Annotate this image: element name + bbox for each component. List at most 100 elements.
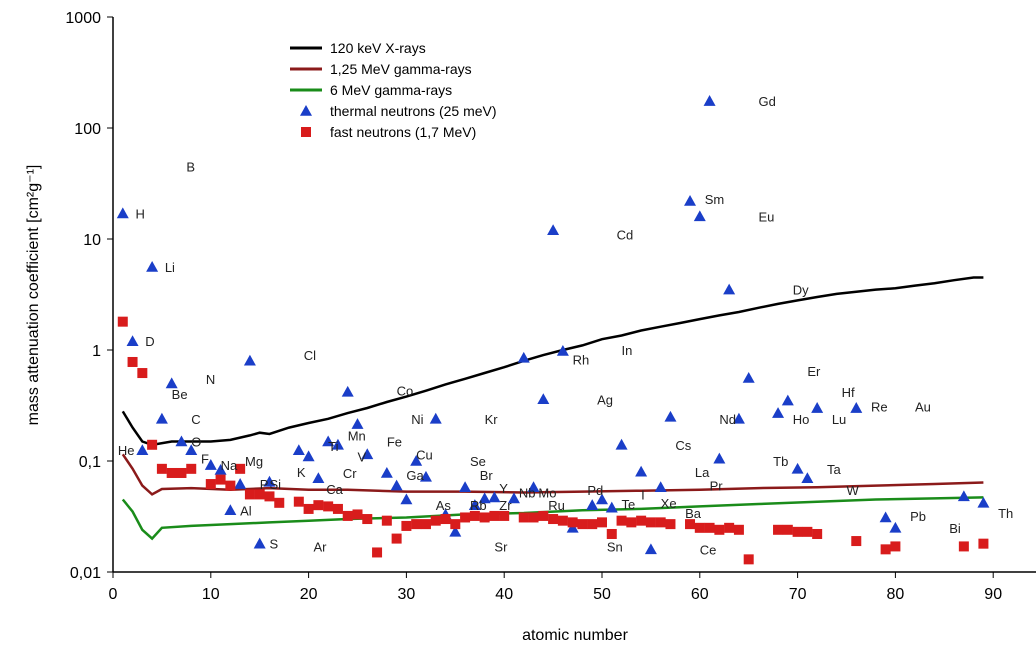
x-tick-label: 60	[691, 586, 709, 603]
thermal-neutron-point	[517, 351, 530, 363]
thermal-neutron-point	[644, 543, 657, 555]
element-label: Mn	[348, 428, 366, 443]
element-label: Sn	[607, 539, 623, 554]
fast-neutron-point	[274, 497, 285, 508]
fast-neutron-point	[851, 536, 862, 547]
element-label: Li	[165, 260, 175, 275]
element-label: Mo	[538, 486, 556, 501]
thermal-neutron-point	[410, 455, 423, 466]
fast-neutron-point	[147, 439, 158, 450]
thermal-neutron-point	[253, 537, 266, 549]
fast-neutron-point	[880, 544, 891, 555]
element-label: He	[118, 443, 135, 458]
thermal-neutron-point	[126, 335, 139, 347]
fast-neutron-point	[567, 517, 578, 528]
series-line-2	[121, 496, 984, 541]
element-label: Rb	[470, 498, 487, 513]
fast-neutron-point	[694, 522, 705, 533]
element-label: Tb	[773, 454, 788, 469]
element-label: D	[145, 334, 154, 349]
element-label: Eu	[758, 209, 774, 224]
fast-neutron-point	[499, 510, 510, 521]
legend: 120 keV X-rays 1,25 MeV gamma-rays 6 MeV g…	[290, 40, 497, 140]
thermal-neutron-point	[302, 450, 315, 462]
fast-neutron-point	[186, 463, 197, 474]
fast-neutron-point	[733, 524, 744, 535]
thermal-neutron-point	[312, 472, 325, 483]
fast-neutron-point	[401, 520, 412, 531]
thermal-neutron-point	[468, 499, 481, 510]
element-label: Ga	[406, 468, 424, 483]
fast-neutron-point	[812, 528, 823, 539]
fast-neutron-point	[792, 526, 803, 537]
element-label: V	[358, 449, 367, 464]
thermal-neutron-point	[850, 402, 863, 413]
fast-neutron-point	[958, 541, 969, 552]
element-label: B	[186, 159, 195, 174]
fast-neutron-point	[978, 538, 989, 549]
element-label: Sr	[494, 539, 508, 554]
thermal-neutron-point	[449, 525, 462, 537]
element-label: K	[297, 465, 306, 480]
element-label: Gd	[758, 94, 775, 109]
thermal-neutron-point	[596, 493, 608, 505]
x-tick-label: 10	[202, 586, 220, 603]
element-label: Na	[221, 458, 238, 473]
y-tick-label: 10	[83, 232, 101, 249]
element-label: Te	[622, 497, 636, 512]
element-label: In	[622, 343, 633, 358]
thermal-neutron-point	[175, 435, 188, 447]
thermal-neutron-point	[263, 475, 276, 487]
fast-neutron-point	[606, 528, 617, 539]
thermal-neutron-point	[507, 492, 520, 504]
element-label: W	[847, 483, 860, 498]
legend-label: 6 MeV gamma-rays	[330, 82, 452, 98]
y-tick-label: 0,1	[79, 454, 101, 471]
thermal-neutron-point	[165, 377, 178, 389]
y-tick-label: 100	[74, 121, 101, 138]
element-label: S	[269, 537, 278, 552]
fast-neutron-point	[724, 522, 735, 533]
element-label: Nd	[719, 412, 736, 427]
thermal-neutron-point	[537, 393, 550, 405]
legend-swatch	[300, 105, 312, 116]
fast-neutron-point	[293, 496, 304, 507]
thermal-neutron-point	[380, 466, 393, 478]
thermal-neutron-point	[155, 412, 168, 424]
thermal-neutron-point	[889, 521, 902, 533]
element-label: Zr	[499, 498, 512, 513]
fast-neutron-point	[714, 524, 725, 535]
y-tick-label: 0,01	[70, 565, 101, 582]
fast-neutron-point	[557, 515, 568, 526]
element-label: Er	[807, 364, 821, 379]
element-label: Si	[269, 477, 281, 492]
fast-neutron-point	[235, 463, 246, 474]
fast-neutron-point	[156, 463, 167, 474]
fast-neutron-point	[890, 541, 901, 552]
thermal-neutron-point	[224, 504, 237, 516]
element-label: Bi	[949, 521, 961, 536]
element-label: Ce	[700, 542, 717, 557]
fast-neutron-point	[166, 467, 177, 478]
thermal-neutron-point	[654, 481, 667, 493]
thermal-neutron-point	[400, 493, 413, 505]
element-label: Re	[871, 399, 888, 414]
element-label: Fe	[387, 434, 402, 449]
fast-neutron-point	[538, 510, 549, 521]
thermal-neutron-point	[204, 459, 217, 470]
thermal-neutron-point	[292, 444, 305, 456]
thermal-neutron-point	[214, 463, 227, 475]
thermal-neutron-point	[351, 418, 364, 429]
element-label: Kr	[485, 412, 499, 427]
element-label: Pr	[710, 479, 724, 494]
plot-markers	[116, 95, 990, 565]
thermal-neutron-point	[361, 448, 374, 460]
fast-neutron-point	[215, 474, 226, 485]
thermal-neutron-point	[322, 435, 335, 447]
fast-neutron-point	[372, 547, 383, 558]
thermal-neutron-point	[713, 452, 726, 464]
fast-neutron-point	[362, 514, 373, 525]
fast-neutron-point	[518, 512, 529, 523]
thermal-neutron-point	[341, 385, 354, 397]
element-label: Ru	[548, 498, 565, 513]
